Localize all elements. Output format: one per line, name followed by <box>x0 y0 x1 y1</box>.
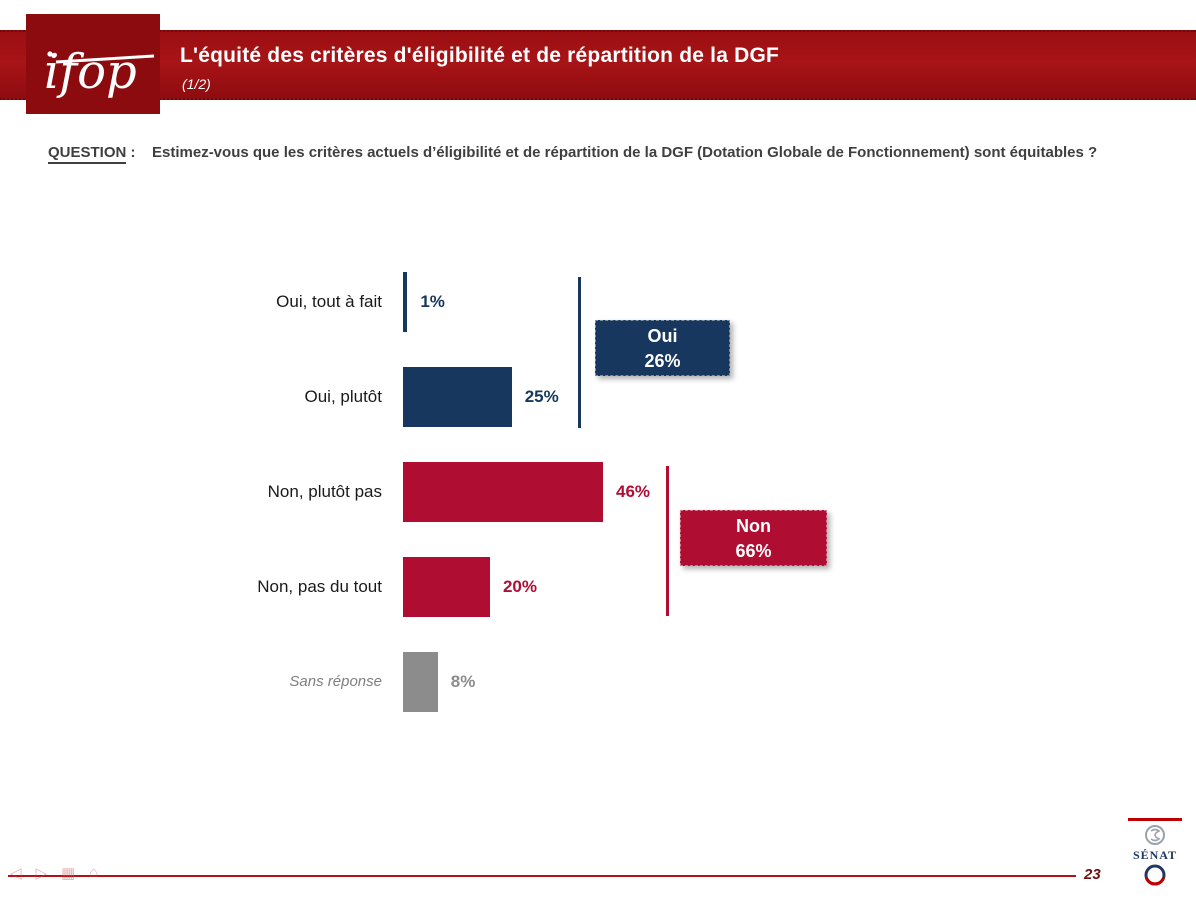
non-summary-box: Non 66% <box>680 510 827 566</box>
oui-bracket-line <box>578 277 581 428</box>
oui-summary-box: Oui 26% <box>595 320 730 376</box>
category-label: Oui, plutôt <box>304 387 383 406</box>
senat-logo-bar <box>1128 818 1182 821</box>
chart-row: Non, plutôt pas 46% <box>0 462 900 522</box>
question-label: QUESTION : <box>48 138 136 168</box>
bar <box>403 367 512 427</box>
oui-summary-label: Oui <box>647 326 678 346</box>
nav-next-icon[interactable]: ▷ <box>35 865 48 882</box>
question-text: Estimez-vous que les critères actuels d’… <box>152 144 1098 161</box>
category-label: Oui, tout à fait <box>276 292 382 311</box>
page-subtitle: (1/2) <box>182 76 211 92</box>
senat-logo-text: SÉNAT <box>1132 848 1178 862</box>
page-number: 23 <box>1084 866 1101 883</box>
senat-emblem-icon <box>1144 864 1166 886</box>
bar <box>403 652 438 712</box>
category-label: Non, pas du tout <box>257 577 382 596</box>
footer-rule <box>8 875 1076 877</box>
oui-summary-value: 26% <box>644 351 681 371</box>
chart-row: Non, pas du tout 20% <box>0 557 900 617</box>
senat-crest-icon <box>1145 825 1165 845</box>
chart-row: Oui, plutôt 25% <box>0 367 900 427</box>
value-label: 25% <box>524 387 559 406</box>
chart-row: Sans réponse 8% <box>0 652 900 712</box>
value-label: 1% <box>420 292 445 311</box>
page-title: L'équité des critères d'éligibilité et d… <box>180 44 780 67</box>
non-summary-label: Non <box>736 516 771 536</box>
question-label-separator: : <box>126 144 136 161</box>
non-summary-value: 66% <box>735 541 772 561</box>
nav-previous-icon[interactable]: ◁ <box>10 865 22 882</box>
footer-nav: ◁ ▷ ▦ ⌂ <box>10 864 98 882</box>
nav-menu-icon[interactable]: ▦ <box>61 865 76 882</box>
category-label: Non, plutôt pas <box>267 482 382 501</box>
non-bracket-line <box>666 466 669 616</box>
value-label: 8% <box>450 672 476 691</box>
question-label-text: QUESTION <box>48 144 127 164</box>
value-label: 46% <box>616 482 651 501</box>
nav-home-icon[interactable]: ⌂ <box>89 864 99 881</box>
bar <box>403 272 408 332</box>
category-label: Sans réponse <box>289 673 382 690</box>
ifop-logo: ifop <box>26 14 160 114</box>
ifop-logo-icon: ifop <box>44 44 155 100</box>
bar <box>403 462 603 522</box>
svg-text:ifop: ifop <box>44 44 137 100</box>
bar <box>403 557 490 617</box>
value-label: 20% <box>502 577 537 596</box>
chart-row: Oui, tout à fait 1% <box>0 272 900 332</box>
senat-logo: SÉNAT <box>1124 818 1186 894</box>
header-band <box>0 30 1196 100</box>
